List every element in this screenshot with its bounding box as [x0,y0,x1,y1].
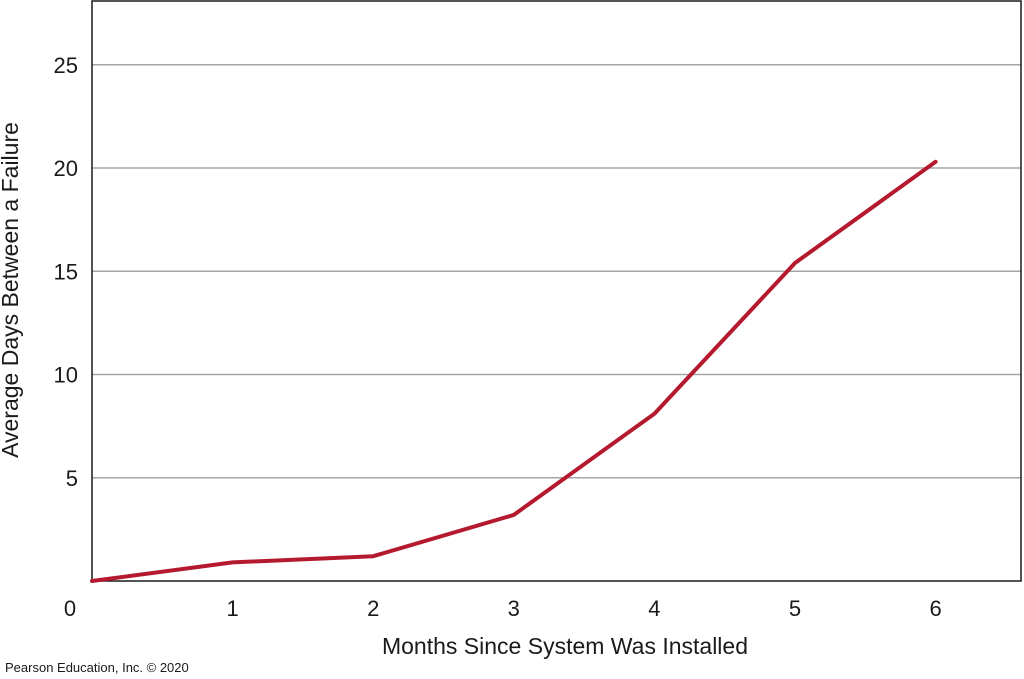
series-layer [90,159,938,583]
y-tick-label-5: 5 [66,466,78,491]
y-axis-title: Average Days Between a Failure [0,122,23,458]
y-tick-label-25: 25 [54,53,78,78]
x-tick-label-5: 5 [789,596,801,621]
x-tick-label-1: 1 [226,596,238,621]
y-tick-label-15: 15 [54,259,78,284]
x-axis-ticks: 0 1 2 3 4 5 6 [64,596,942,621]
series-line-0 [90,159,938,583]
x-axis-title: Months Since System Was Installed [382,633,748,659]
copyright-credit: Pearson Education, Inc. © 2020 [5,660,189,675]
y-axis-ticks: 5 10 15 20 25 [54,53,78,491]
origin-tick-label: 0 [64,596,76,621]
x-tick-label-4: 4 [648,596,660,621]
x-tick-label-3: 3 [508,596,520,621]
x-tick-label-6: 6 [929,596,941,621]
gridlines [92,64,1021,479]
y-tick-label-10: 10 [54,363,78,388]
plot-area-frame [91,0,1022,582]
y-tick-label-20: 20 [54,156,78,181]
x-tick-label-2: 2 [367,596,379,621]
